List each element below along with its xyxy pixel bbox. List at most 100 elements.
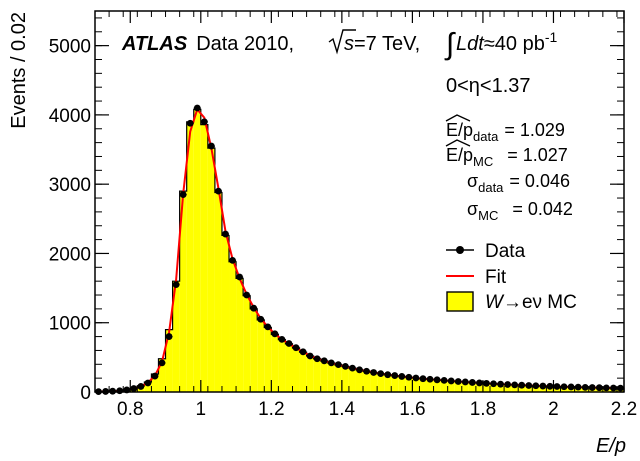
data-point [588,384,596,391]
mc-histogram-bar [412,378,420,392]
mc-histogram-bar [504,384,512,392]
data-point [229,256,236,264]
data-point [151,372,159,380]
mc-histogram-bar [299,352,307,392]
mc-histogram-bar [144,381,152,392]
mc-histogram-bar [306,355,314,392]
lumi-value: ≈40 pb [484,33,545,55]
data-point [313,355,321,363]
data-point [137,383,145,390]
x-tick-label: 2.2 [611,399,637,420]
data-point [461,378,469,386]
y-tick-label: 0 [80,383,91,404]
y-axis-title: Events / 0.02 [8,12,30,129]
data-point [391,372,399,379]
data-point [257,315,265,323]
legend-data-label: Data [485,241,526,262]
mc-histogram-bar [370,372,378,392]
data-point [511,381,519,389]
mc-histogram-bar [193,109,201,392]
mc-histogram-bar [313,358,321,392]
data-point [468,379,476,386]
data-point [278,335,286,343]
energy-value: =7 TeV, [354,33,420,55]
mc-histogram-bar [292,348,300,392]
mc-histogram-bar [447,380,455,392]
mc-histogram-bar [348,368,356,392]
data-point [518,381,526,389]
data-point [595,384,603,392]
data-point [165,333,173,340]
data-point [341,362,349,370]
mc-histogram-bar [151,373,159,392]
data-point [236,273,243,281]
integral-icon: ∫ [444,28,456,61]
mc-histogram-bar [229,261,237,392]
data-point [271,330,279,338]
data-point [602,384,610,392]
mc-histogram-bar [398,376,406,392]
mc-histogram-bar [250,308,258,392]
mc-histogram-bar [207,148,215,392]
mc-histogram-bar [186,121,194,392]
data-point [377,370,385,378]
mc-histogram-bar [278,339,286,392]
mc-histogram-bar [454,381,462,392]
data-point [567,383,575,391]
mc-histogram-bar [264,327,272,392]
header-line: ATLAS Data 2010, [121,33,294,55]
data-point [172,281,180,289]
data-point [483,379,490,387]
data-point [525,382,533,389]
mc-histogram-bar [440,380,448,392]
data-point [179,191,187,198]
data-point [433,376,441,384]
data-point [186,119,194,127]
data-point [419,375,427,383]
mc-histogram-bar [468,382,476,392]
data-point [610,384,617,392]
data-point [440,376,448,384]
data-point [320,357,328,365]
data-point [250,304,258,312]
sigma-data-line: σdata = 0.046 [467,171,570,195]
data-point [384,371,392,379]
mc-histogram-bar [377,373,385,392]
mc-histogram-bar [489,383,498,392]
data-point [617,384,624,392]
data-point [264,323,272,331]
y-tick-label: 2000 [49,244,91,265]
mc-histogram-bar [320,360,328,392]
x-tick-label: 1.8 [470,399,496,420]
data-point [546,382,554,390]
legend-fit-label: Fit [485,267,507,288]
mc-histogram-bar [200,124,208,392]
lumi-dt: dt [467,33,485,55]
data-point [539,382,547,390]
ep-mc-line: E/pMC = 1.027 [446,145,568,169]
y-tick-label: 3000 [49,175,91,196]
data-point [158,359,166,367]
legend: Data Fit W→eν MC [446,241,577,313]
y-tick-label: 5000 [49,37,91,58]
axis-tick-labels: 0.8 1 1.2 1.4 1.6 1.8 2 2.2 0 1000 2000 3000 4000 500… [49,37,637,420]
data-point [504,381,512,388]
y-tick-label: 4000 [49,106,91,127]
mc-histogram-bar [419,378,427,392]
data-point [116,387,124,395]
data-point [243,291,251,299]
legend-data-marker [456,246,464,254]
data-point [292,344,300,352]
data-point [574,383,582,391]
x-tick-label: 1.4 [329,399,356,420]
x-tick-label: 0.8 [117,399,143,420]
axis-ticks [94,11,625,393]
data-point [454,378,462,385]
data-point [334,361,342,369]
data-point [193,104,201,112]
x-tick-label: 1 [196,399,207,420]
data-point [532,382,540,390]
data-point [356,366,363,374]
data-point [370,369,378,376]
